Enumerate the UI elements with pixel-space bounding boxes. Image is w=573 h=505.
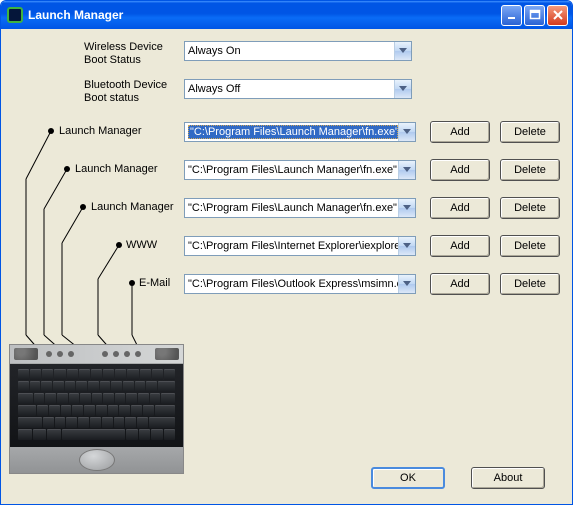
launcher-path-combo[interactable]: "C:\Program Files\Launch Manager\fn.exe": [184, 160, 416, 180]
dropdown-arrow-icon: [394, 80, 411, 98]
add-button[interactable]: Add: [430, 273, 490, 295]
delete-button[interactable]: Delete: [500, 197, 560, 219]
launcher-label: Launch Manager: [75, 163, 158, 176]
launcher-path-combo[interactable]: "C:\Program Files\Outlook Express\msimn.…: [184, 274, 416, 294]
launcher-label: WWW: [126, 239, 157, 252]
launcher-path-value: "C:\Program Files\Internet Explorer\iexp…: [188, 240, 398, 252]
wireless-combo[interactable]: Always On: [184, 41, 412, 61]
app-window: Launch Manager Wireless Device Boot Stat…: [0, 0, 573, 505]
delete-button[interactable]: Delete: [500, 159, 560, 181]
close-button[interactable]: [547, 5, 568, 26]
bluetooth-value: Always Off: [188, 83, 394, 95]
add-button[interactable]: Add: [430, 159, 490, 181]
bluetooth-combo[interactable]: Always Off: [184, 79, 412, 99]
add-button[interactable]: Add: [430, 121, 490, 143]
keyboard-image: [9, 344, 184, 474]
dropdown-arrow-icon: [398, 199, 415, 217]
launcher-path-value: "C:\Program Files\Launch Manager\fn.exe": [188, 125, 398, 139]
wireless-label: Wireless Device Boot Status: [84, 41, 179, 66]
minimize-button[interactable]: [501, 5, 522, 26]
delete-button[interactable]: Delete: [500, 273, 560, 295]
dropdown-arrow-icon: [398, 161, 415, 179]
app-icon: [7, 7, 23, 23]
dropdown-arrow-icon: [398, 275, 415, 293]
delete-button[interactable]: Delete: [500, 235, 560, 257]
add-button[interactable]: Add: [430, 235, 490, 257]
add-button[interactable]: Add: [430, 197, 490, 219]
launcher-label: Launch Manager: [91, 201, 174, 214]
dropdown-arrow-icon: [394, 42, 411, 60]
titlebar[interactable]: Launch Manager: [1, 1, 572, 29]
dropdown-arrow-icon: [398, 123, 415, 141]
ok-button[interactable]: OK: [371, 467, 445, 489]
delete-button[interactable]: Delete: [500, 121, 560, 143]
launcher-path-combo[interactable]: "C:\Program Files\Launch Manager\fn.exe": [184, 122, 416, 142]
dropdown-arrow-icon: [398, 237, 415, 255]
launcher-path-combo[interactable]: "C:\Program Files\Launch Manager\fn.exe": [184, 198, 416, 218]
bluetooth-label: Bluetooth Device Boot status: [84, 79, 179, 104]
maximize-button[interactable]: [524, 5, 545, 26]
client-area: Wireless Device Boot Status Always On Bl…: [4, 29, 569, 501]
launcher-path-combo[interactable]: "C:\Program Files\Internet Explorer\iexp…: [184, 236, 416, 256]
launcher-path-value: "C:\Program Files\Launch Manager\fn.exe": [188, 164, 398, 176]
wireless-value: Always On: [188, 45, 394, 57]
launcher-label: Launch Manager: [59, 125, 142, 138]
about-button[interactable]: About: [471, 467, 545, 489]
window-title: Launch Manager: [28, 8, 501, 22]
launcher-path-value: "C:\Program Files\Outlook Express\msimn.…: [188, 278, 398, 290]
launcher-label: E-Mail: [139, 277, 170, 290]
launcher-path-value: "C:\Program Files\Launch Manager\fn.exe": [188, 202, 398, 214]
